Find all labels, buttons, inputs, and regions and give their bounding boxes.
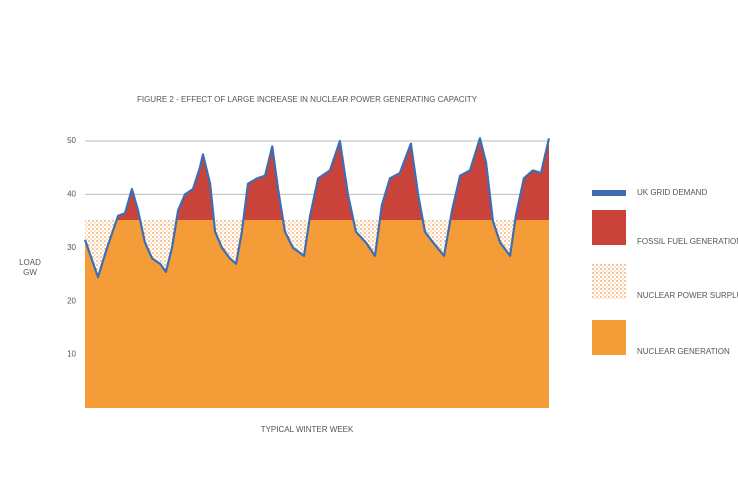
legend-swatch <box>592 210 626 245</box>
nuclear-generation-area <box>85 220 549 408</box>
x-axis-label: TYPICAL WINTER WEEK <box>261 425 354 434</box>
y-axis-label: LOAD <box>19 258 41 267</box>
legend-label: NUCLEAR GENERATION <box>637 347 730 356</box>
y-tick-label: 30 <box>67 243 76 252</box>
legend-swatch <box>592 320 626 355</box>
y-tick-label: 40 <box>67 190 76 199</box>
chart-title: FIGURE 2 - EFFECT OF LARGE INCREASE IN N… <box>137 95 478 104</box>
demand-line <box>83 137 551 279</box>
legend-label: NUCLEAR POWER SURPLUS <box>637 291 738 300</box>
y-axis-label: GW <box>23 268 37 277</box>
y-tick-label: 20 <box>67 296 76 305</box>
fossil-area <box>116 138 549 221</box>
legend-label: UK GRID DEMAND <box>637 188 707 197</box>
legend-swatch <box>592 190 626 196</box>
legend-swatch <box>592 264 626 299</box>
y-tick-label: 10 <box>67 350 76 359</box>
legend-label: FOSSIL FUEL GENERATION <box>637 237 738 246</box>
y-tick-label: 50 <box>67 136 76 145</box>
